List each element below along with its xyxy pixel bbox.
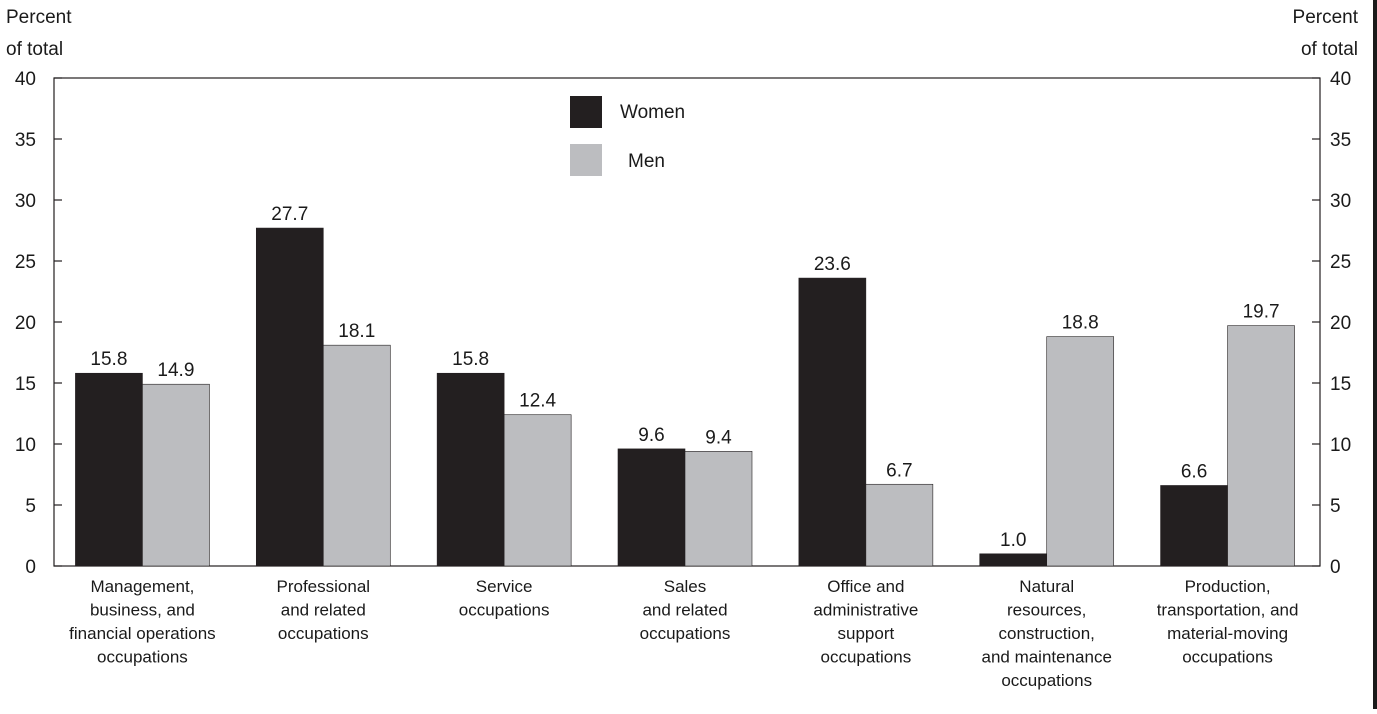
category-label-0-line-3: occupations [97, 648, 188, 667]
category-label-6-line-1: transportation, and [1157, 601, 1299, 620]
data-label-men-1: 18.1 [338, 321, 375, 342]
legend-label-men: Men [628, 151, 665, 172]
data-labels: 15.8 14.9 27.7 18.1 15.8 12.4 9.6 9.4 23.6 6.7 1.0… [90, 204, 1279, 551]
y-tick-label-right: 5 [1330, 496, 1341, 517]
y-tick-label-left: 35 [15, 130, 36, 151]
data-label-men-6: 19.7 [1243, 302, 1280, 323]
bar-men-1 [322, 344, 391, 567]
category-label-4-line-3: occupations [820, 648, 911, 667]
y-tick-label-left: 10 [15, 435, 36, 456]
category-label-2-line-0: Service [476, 577, 533, 596]
data-label-men-3: 9.4 [705, 427, 732, 448]
y-tick-label-left: 30 [15, 191, 36, 212]
data-label-women-4: 23.6 [814, 254, 851, 275]
data-label-men-0: 14.9 [157, 360, 194, 381]
data-label-women-2: 15.8 [452, 349, 489, 370]
legend-swatch-men [570, 144, 602, 176]
data-label-women-0: 15.8 [90, 349, 127, 370]
category-labels: Management, business, and financial operat… [69, 577, 1298, 690]
category-label-5-line-4: occupations [1001, 671, 1092, 690]
y-axis-title-left-line-2: of total [6, 39, 63, 60]
bar-women-1 [255, 227, 324, 567]
bar-women-5 [979, 553, 1048, 567]
y-axis-title-right-line-2: of total [1301, 39, 1358, 60]
y-tick-label-right: 25 [1330, 252, 1351, 273]
y-tick-label-left: 40 [15, 69, 36, 90]
bar-men-3 [684, 451, 753, 567]
y-tick-label-left: 5 [25, 496, 36, 517]
category-label-2-line-1: occupations [459, 601, 550, 620]
y-tick-label-right: 10 [1330, 435, 1351, 456]
category-label-0-line-2: financial operations [69, 624, 215, 643]
y-axis-title-left-line-1: Percent [6, 7, 72, 28]
y-tick-label-left: 20 [15, 313, 36, 334]
y-tick-label-left: 25 [15, 252, 36, 273]
data-label-women-6: 6.6 [1181, 461, 1207, 482]
bar-women-3 [617, 448, 686, 567]
category-label-6-line-0: Production, [1185, 577, 1271, 596]
category-label-5-line-0: Natural [1019, 577, 1074, 596]
category-label-4-line-0: Office and [827, 577, 904, 596]
category-label-3-line-0: Sales [664, 577, 707, 596]
bar-men-0 [142, 383, 210, 567]
category-label-3-line-1: and related [642, 601, 727, 620]
bar-women-6 [1160, 485, 1228, 567]
bar-men-5 [1046, 336, 1115, 567]
bar-women-4 [798, 277, 867, 567]
legend-swatch-women [570, 96, 602, 128]
y-tick-label-right: 30 [1330, 191, 1351, 212]
category-label-5-line-1: resources, [1007, 601, 1086, 620]
y-tick-label-right: 35 [1330, 130, 1351, 151]
y-tick-label-right: 20 [1330, 313, 1351, 334]
data-label-men-4: 6.7 [886, 460, 912, 481]
bar-men-6 [1227, 325, 1295, 567]
category-label-6-line-3: occupations [1182, 648, 1273, 667]
data-label-women-3: 9.6 [638, 425, 664, 446]
category-label-4-line-1: administrative [813, 601, 918, 620]
legend-label-women: Women [620, 102, 685, 123]
category-label-3-line-2: occupations [640, 624, 731, 643]
bar-women-2 [436, 372, 505, 567]
y-tick-label-left: 0 [25, 557, 36, 578]
bar-men-4 [865, 483, 934, 567]
category-label-0-line-0: Management, [90, 577, 194, 596]
y-axis-ticks: 0 0 5 5 10 10 15 15 20 20 25 25 30 30 35 35 40 40 [15, 69, 1351, 578]
page-edge-rule [1373, 0, 1377, 709]
bar-series [75, 227, 1295, 567]
y-tick-label-left: 15 [15, 374, 36, 395]
bar-men-2 [503, 414, 572, 567]
category-label-1-line-1: and related [281, 601, 366, 620]
y-tick-label-right: 0 [1330, 557, 1341, 578]
category-label-5-line-3: and maintenance [981, 648, 1111, 667]
y-tick-label-right: 40 [1330, 69, 1351, 90]
bar-women-0 [75, 372, 143, 567]
data-label-women-1: 27.7 [271, 204, 308, 225]
category-label-6-line-2: material-moving [1167, 624, 1288, 643]
data-label-men-2: 12.4 [519, 391, 556, 412]
category-label-5-line-2: construction, [999, 624, 1095, 643]
y-tick-label-right: 15 [1330, 374, 1351, 395]
legend: Women Men [570, 96, 685, 176]
category-label-0-line-1: business, and [90, 601, 195, 620]
category-label-4-line-2: support [838, 624, 895, 643]
category-label-1-line-0: Professional [277, 577, 371, 596]
data-label-women-5: 1.0 [1000, 530, 1026, 551]
y-axis-title-right-line-1: Percent [1293, 7, 1359, 28]
data-label-men-5: 18.8 [1062, 313, 1099, 334]
category-label-1-line-2: occupations [278, 624, 369, 643]
